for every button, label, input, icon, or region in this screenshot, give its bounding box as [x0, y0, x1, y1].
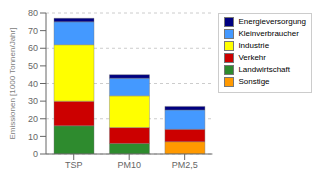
html-text:Industrie: Industrie — [238, 41, 270, 50]
svg-text:TSP: TSP — [65, 160, 83, 170]
svg-text:20: 20 — [28, 114, 38, 124]
svg-text:0: 0 — [33, 149, 38, 159]
html-text:Landwirtschaft: Landwirtschaft — [238, 65, 290, 74]
svg-text:Emissionen [1000 Tonnen/Jahr]: Emissionen [1000 Tonnen/Jahr] — [8, 28, 17, 140]
svg-text:30: 30 — [28, 96, 38, 106]
svg-text:70: 70 — [28, 26, 38, 36]
svg-text:60: 60 — [28, 43, 38, 53]
html-text:Verkehr: Verkehr — [238, 53, 266, 62]
svg-text:80: 80 — [28, 8, 38, 18]
html-text:Energieversorgung: Energieversorgung — [238, 17, 306, 26]
svg-text:10: 10 — [28, 132, 38, 142]
svg-text:PM10: PM10 — [117, 160, 141, 170]
svg-text:PM2,5: PM2,5 — [172, 160, 198, 170]
svg-text:50: 50 — [28, 61, 38, 71]
html-text:Sonstige: Sonstige — [238, 77, 270, 86]
svg-text:40: 40 — [28, 79, 38, 89]
html-text:Kleinverbraucher: Kleinverbraucher — [238, 29, 299, 38]
